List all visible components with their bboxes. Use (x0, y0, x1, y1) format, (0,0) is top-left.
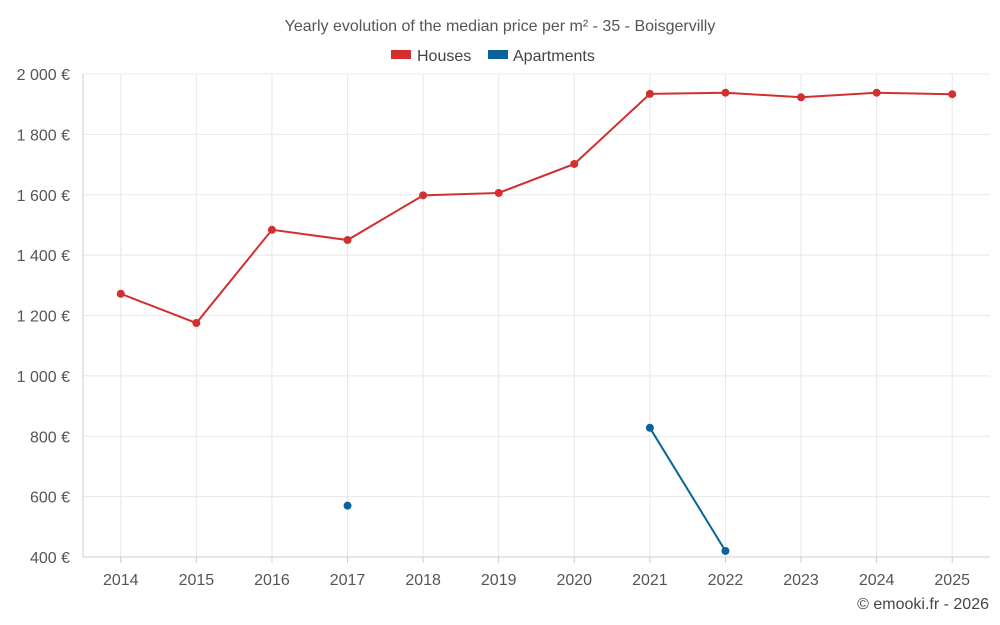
series-line-apartments (649, 427, 727, 552)
credit-text: © emooki.fr - 2026 (857, 596, 989, 613)
data-point-houses[interactable] (872, 88, 881, 97)
data-point-apartments[interactable] (645, 423, 654, 432)
y-tick-label: 1 200 € (17, 309, 70, 326)
data-point-houses[interactable] (343, 236, 352, 245)
x-tick-label: 2016 (254, 572, 290, 589)
x-tick-label: 2019 (481, 572, 517, 589)
y-tick-label: 1 400 € (17, 248, 70, 265)
data-point-houses[interactable] (797, 93, 806, 102)
legend: Houses Apartments (391, 48, 595, 65)
data-point-houses[interactable] (721, 88, 730, 97)
x-tick-label: 2024 (859, 572, 895, 589)
x-tick-label: 2022 (708, 572, 744, 589)
y-tick-label: 1 000 € (17, 369, 70, 386)
series-apartments (343, 423, 730, 555)
x-axis-ticks: 2014 2015 2016 2017 2018 2019 2020 2021 2022 2023… (103, 557, 970, 589)
data-point-houses[interactable] (192, 319, 201, 328)
data-point-houses[interactable] (645, 89, 654, 98)
grid (82, 73, 990, 558)
y-tick-label: 2 000 € (17, 67, 70, 84)
y-axis-ticks: 400 € 600 € 800 € 1 000 € 1 200 € 1 400 € 1 60… (17, 67, 70, 567)
y-tick-label: 1 800 € (17, 127, 70, 144)
x-tick-label: 2020 (556, 572, 592, 589)
y-tick-label: 600 € (30, 490, 70, 507)
data-point-houses[interactable] (419, 191, 428, 200)
data-point-apartments[interactable] (721, 546, 730, 555)
data-point-houses[interactable] (948, 90, 957, 99)
legend-label-houses[interactable]: Houses (417, 48, 471, 65)
legend-swatch-houses (391, 50, 411, 59)
data-point-houses[interactable] (267, 225, 276, 234)
x-tick-label: 2015 (179, 572, 215, 589)
y-tick-label: 400 € (30, 550, 70, 567)
series-line-houses (120, 91, 953, 325)
x-tick-label: 2017 (330, 572, 366, 589)
data-point-houses[interactable] (116, 289, 125, 298)
legend-swatch-apartments (488, 50, 508, 59)
x-tick-label: 2021 (632, 572, 668, 589)
x-tick-label: 2025 (934, 572, 970, 589)
legend-label-apartments[interactable]: Apartments (513, 48, 595, 65)
data-point-apartments[interactable] (343, 501, 352, 510)
x-tick-label: 2023 (783, 572, 819, 589)
y-tick-label: 1 600 € (17, 188, 70, 205)
x-tick-label: 2014 (103, 572, 139, 589)
x-tick-label: 2018 (405, 572, 441, 589)
y-tick-label: 800 € (30, 429, 70, 446)
data-point-houses[interactable] (494, 188, 503, 197)
data-point-houses[interactable] (570, 159, 579, 168)
series-layer (116, 88, 957, 555)
chart-title: Yearly evolution of the median price per… (285, 18, 716, 35)
series-houses (116, 88, 957, 328)
